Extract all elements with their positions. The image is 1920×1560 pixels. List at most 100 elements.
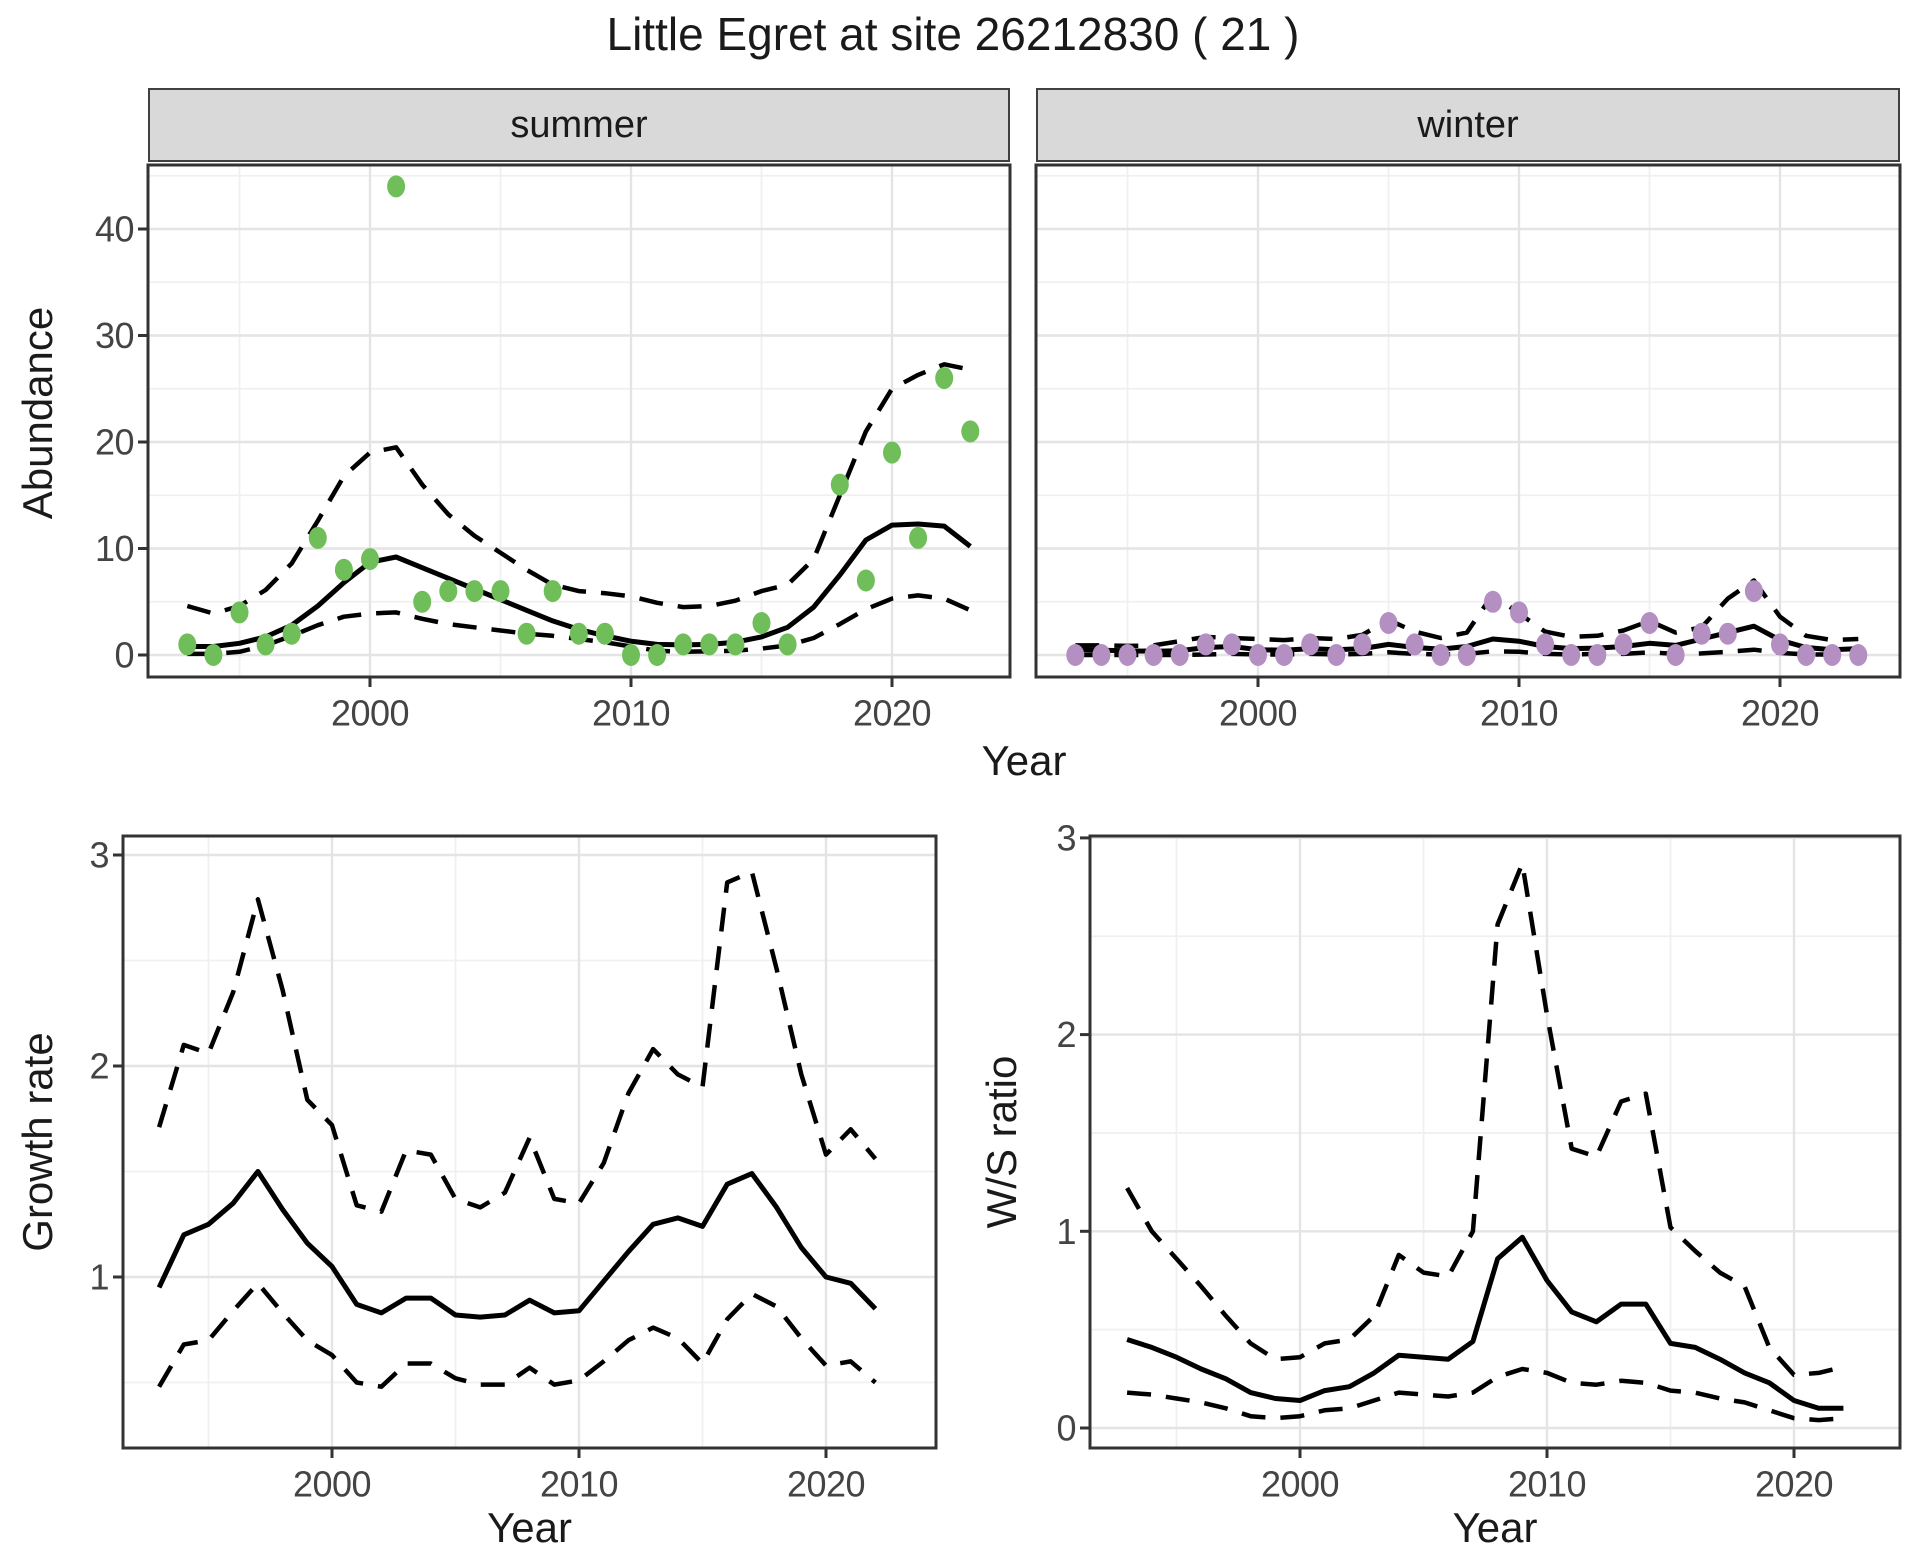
abundance_summer-point-2022 [935, 367, 954, 390]
abundance_winter-point-2018 [1718, 622, 1737, 645]
ws_ratio-y-tick-1: 1 [1056, 1211, 1076, 1252]
abundance_winter-point-2004 [1353, 633, 1372, 656]
x-axis-label-year-ws: Year [1452, 1504, 1538, 1551]
abundance_summer-gridlines [148, 165, 1010, 677]
abundance_winter-point-2010 [1510, 601, 1528, 624]
growth_rate-series [156, 869, 878, 1389]
abundance_summer-point-2004 [465, 580, 484, 603]
abundance_summer-point-2009 [595, 622, 614, 645]
abundance_summer-point-2006 [517, 622, 536, 645]
facet-strip-winter-label: winter [1417, 103, 1519, 146]
abundance_winter-point-1994 [1092, 644, 1111, 666]
abundance_summer-y-tick-20: 20 [95, 422, 134, 463]
ws_ratio-x-tick-2010: 2010 [1508, 1464, 1586, 1505]
abundance_winter-point-2019 [1744, 580, 1763, 603]
abundance_winter-point-2023 [1849, 644, 1868, 666]
abundance_summer-point-1995 [230, 601, 249, 624]
growth_rate-ci-lower-line [157, 1281, 877, 1389]
ws_ratio-panel: 2000 2010 2020 0 1 2 3 [1056, 817, 1902, 1505]
abundance_winter-point-2012 [1562, 644, 1581, 666]
abundance_summer-point-2023 [961, 420, 980, 443]
facet-strip-winter: winter [1036, 88, 1900, 162]
abundance_summer-point-1993 [178, 633, 197, 656]
abundance_summer-point-2011 [648, 644, 667, 666]
abundance_summer-point-2018 [830, 473, 849, 496]
ws_ratio-ci-lower-line [1126, 1366, 1844, 1423]
abundance_winter-point-1998 [1196, 633, 1215, 656]
abundance_summer-background [148, 165, 1010, 677]
abundance_summer-point-2002 [413, 590, 432, 613]
abundance_winter-point-2002 [1301, 633, 1320, 656]
abundance_winter-background [1036, 165, 1900, 677]
ws_ratio-x-tick-2000: 2000 [1261, 1464, 1339, 1505]
abundance_winter-axis-ticks: 2000 2010 2020 [1219, 677, 1820, 734]
y-axis-label-abundance: Abundance [14, 306, 61, 520]
abundance_summer-point-2021 [909, 526, 928, 549]
abundance_summer-point-2019 [856, 569, 875, 592]
abundance_winter-point-1995 [1118, 644, 1137, 666]
growth_rate-border [121, 834, 938, 1450]
abundance_winter-point-1996 [1144, 644, 1163, 666]
abundance_winter-x-tick-2010: 2010 [1480, 693, 1558, 734]
abundance_winter-panel: 2000 2010 2020 [1034, 163, 1902, 734]
abundance_summer-x-tick-2020: 2020 [853, 693, 931, 734]
abundance_summer-point-2015 [752, 612, 771, 634]
abundance_summer-axis-ticks: 2000 2010 2020 0 10 20 30 40 [95, 209, 932, 734]
abundance_summer-point-2008 [569, 622, 588, 645]
ws_ratio-ci-upper-line [1125, 861, 1844, 1378]
growth_rate-axis-ticks: 2000 2010 2020 1 2 3 [89, 835, 865, 1505]
abundance_winter-border [1034, 163, 1902, 679]
ws_ratio-x-tick-2020: 2020 [1755, 1464, 1833, 1505]
abundance_summer-point-1994 [204, 644, 223, 666]
ws_ratio-fit-line [1126, 1234, 1844, 1411]
abundance_summer-y-tick-10: 10 [95, 528, 134, 569]
ws_ratio-y-tick-0: 0 [1056, 1408, 1076, 1449]
abundance_winter-x-tick-2020: 2020 [1741, 693, 1819, 734]
abundance_winter-point-2008 [1457, 644, 1476, 666]
chart-title: Little Egret at site 26212830 ( 21 ) [606, 8, 1300, 60]
abundance_summer-y-tick-40: 40 [95, 209, 134, 250]
abundance_summer-point-2013 [700, 633, 719, 656]
facet-strip-summer: summer [148, 88, 1010, 162]
abundance_summer-point-1998 [308, 526, 327, 549]
abundance_summer-border [146, 163, 1012, 679]
abundance_winter-point-1999 [1222, 633, 1241, 656]
abundance_summer-point-2020 [883, 441, 901, 464]
abundance_winter-point-2021 [1797, 644, 1816, 666]
growth_rate-panel: 2000 2010 2020 1 2 3 [89, 834, 938, 1505]
abundance_winter-point-2006 [1405, 633, 1424, 656]
abundance_winter-point-2020 [1771, 633, 1789, 656]
ws_ratio-series [1125, 861, 1844, 1423]
abundance_winter-gridlines [1036, 165, 1900, 677]
x-axis-label-year-growth: Year [487, 1504, 572, 1551]
abundance_winter-point-2014 [1614, 633, 1633, 656]
abundance_winter-x-tick-2000: 2000 [1219, 693, 1297, 734]
abundance_winter-point-2003 [1327, 644, 1346, 666]
abundance_summer-point-2016 [778, 633, 797, 656]
abundance_summer-point-2001 [387, 175, 406, 198]
growth_rate-y-tick-2: 2 [89, 1046, 109, 1087]
abundance_winter-point-2017 [1692, 622, 1711, 645]
growth_rate-x-tick-2020: 2020 [787, 1464, 865, 1505]
growth_rate-x-tick-2010: 2010 [540, 1464, 618, 1505]
abundance_summer-x-tick-2010: 2010 [592, 693, 670, 734]
abundance_summer-point-2014 [726, 633, 745, 656]
ws_ratio-border [1088, 834, 1902, 1450]
facet-strip-summer-label: summer [510, 103, 648, 146]
abundance_summer-y-tick-0: 0 [114, 635, 134, 676]
y-axis-label-ws-ratio: W/S ratio [978, 1055, 1025, 1229]
abundance_winter-point-2005 [1379, 612, 1398, 634]
abundance_winter-point-2015 [1640, 612, 1659, 634]
abundance_summer-point-2012 [674, 633, 693, 656]
abundance_winter-point-2022 [1823, 644, 1842, 666]
abundance_winter-point-2009 [1483, 590, 1502, 613]
abundance_summer-point-2000 [361, 548, 379, 571]
y-axis-label-growth-rate: Growth rate [14, 1032, 61, 1252]
ws_ratio-gridlines [1090, 836, 1900, 1448]
growth_rate-y-tick-3: 3 [89, 835, 109, 876]
x-axis-label-year-top: Year [981, 737, 1067, 784]
growth_rate-ci-upper-line [156, 869, 878, 1214]
growth_rate-x-tick-2000: 2000 [293, 1464, 371, 1505]
